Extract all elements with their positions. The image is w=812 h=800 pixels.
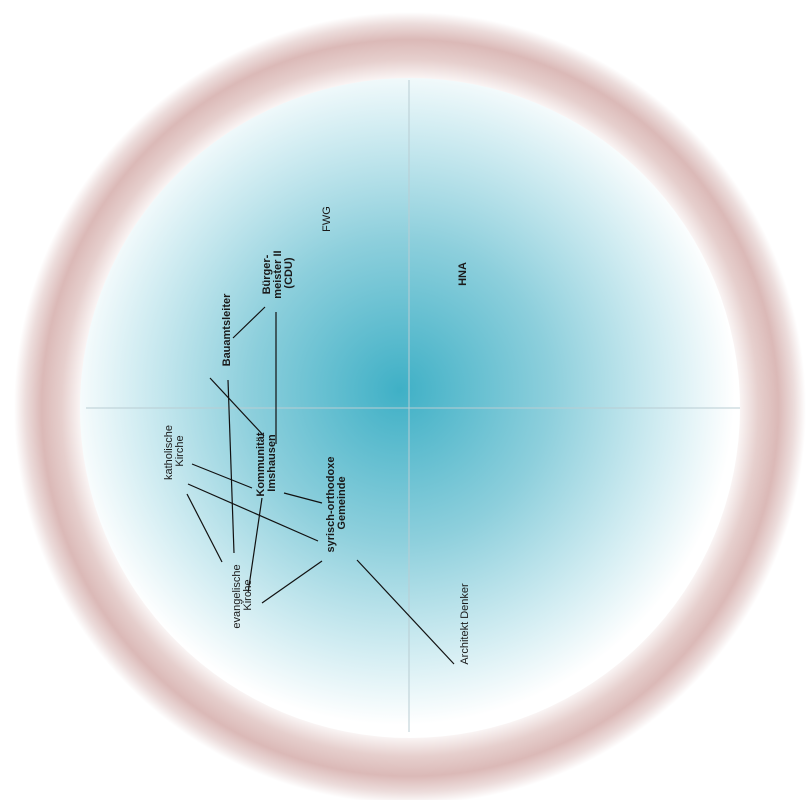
edge-kommunitaet-evangelische <box>247 497 263 594</box>
edge-buergermeister-bauamtsleiter <box>232 306 266 339</box>
edge-katholische-kommunitaet <box>191 463 253 489</box>
edge-katholische-evangelische <box>186 493 223 563</box>
edge-syrisch-architekt <box>356 559 455 665</box>
label-bauamtsleiter: Bauamtsleiter <box>221 293 233 366</box>
actor-labels: FWG HNA Bürger- meister II (CDU) Bauamts… <box>163 206 471 664</box>
edge-bauamtsleiter-kommunitaet <box>209 377 265 437</box>
label-fwg: FWG <box>321 206 333 232</box>
label-architekt: Architekt Denker <box>459 583 471 665</box>
label-kommunitaet: Kommunität Imshausen <box>255 429 278 496</box>
edge-kommunitaet-syrisch <box>283 492 323 504</box>
relation-lines <box>186 306 455 665</box>
edge-bauamtsleiter-evangelische <box>227 379 235 554</box>
label-katholische: katholische Kirche <box>163 422 186 480</box>
label-hna: HNA <box>457 262 469 286</box>
edge-katholische-syrisch <box>187 483 319 542</box>
label-buergermeister: Bürger- meister II (CDU) <box>261 247 295 298</box>
label-syrisch: syrisch-orthodoxe Gemeinde <box>325 453 348 552</box>
edge-syrisch-evangelische <box>261 560 323 604</box>
label-evangelische: evangelische Kirche <box>231 561 254 628</box>
